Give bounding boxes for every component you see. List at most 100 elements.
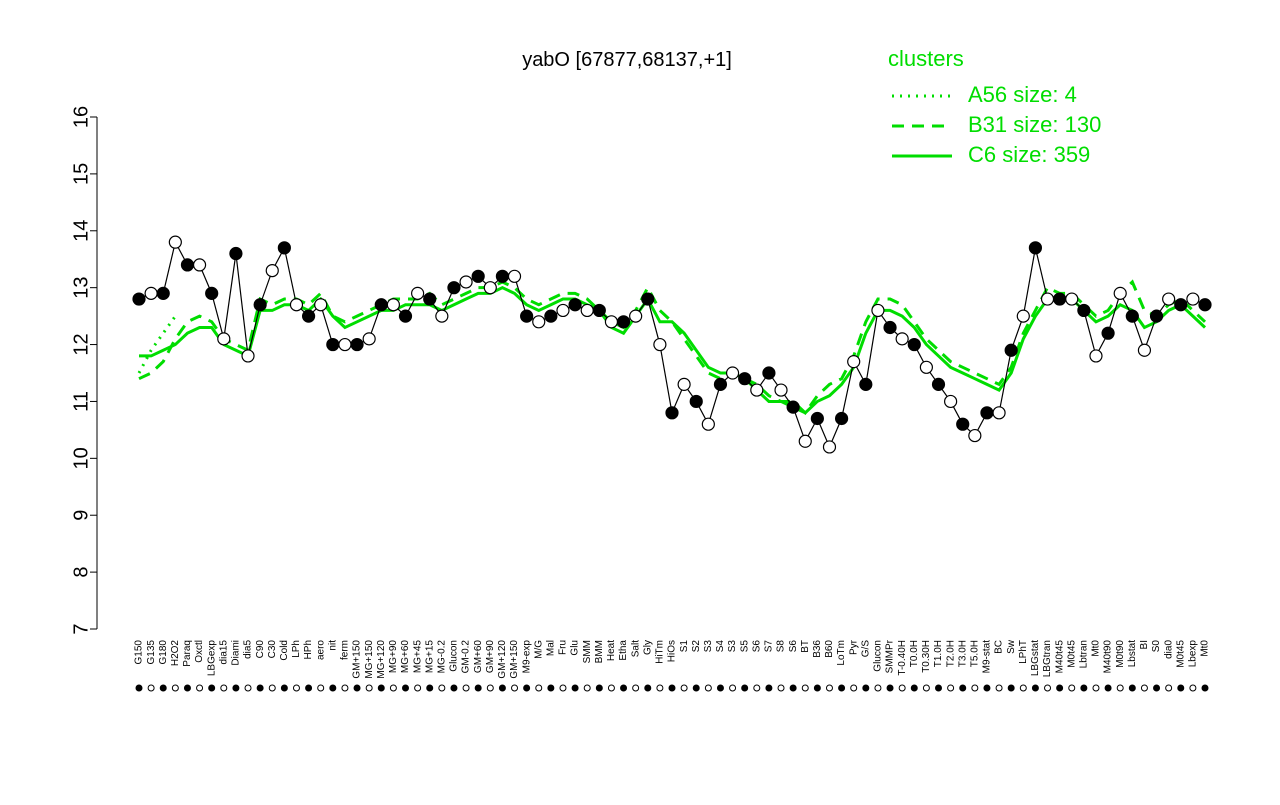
x-tick-label: LPh: [291, 640, 302, 658]
data-point: [168, 235, 182, 249]
legend-label: A56 size: 4: [968, 82, 1077, 107]
rug-point: [402, 684, 409, 692]
rug-point: [995, 684, 1003, 692]
rug-point: [232, 684, 240, 692]
y-tick-label: 7: [70, 623, 92, 634]
data-point: [265, 264, 279, 278]
data-point: [483, 281, 497, 295]
x-tick-label: GM-0.2: [461, 640, 472, 674]
x-tick-label: Glu: [570, 640, 581, 656]
x-tick-label: Mt0: [1200, 640, 1211, 657]
data-point: [871, 303, 885, 318]
y-tick-label: 14: [70, 220, 92, 242]
x-tick-label: SMMPr: [885, 639, 896, 673]
x-tick-label: LPhT: [1018, 640, 1029, 664]
y-tick-label: 15: [70, 163, 92, 185]
data-point: [241, 349, 255, 363]
rug-point: [414, 684, 422, 692]
rug-point: [498, 684, 506, 692]
x-tick-label: Oxctl: [194, 640, 205, 663]
x-tick-label: BI: [1139, 640, 1150, 649]
x-tick-label: G150: [134, 640, 145, 665]
x-tick-label: S2: [691, 640, 702, 653]
rug-point: [753, 684, 761, 692]
x-tick-label: S3: [727, 640, 738, 653]
x-tick-label: dia5: [243, 640, 254, 659]
rug-point: [692, 684, 700, 692]
x-tick-label: H2O2: [170, 640, 181, 667]
data-point: [1004, 343, 1018, 357]
rug-point: [159, 684, 167, 692]
data-point: [556, 303, 570, 318]
data-point: [1137, 343, 1152, 357]
rug-point: [680, 684, 688, 692]
data-point: [532, 315, 546, 329]
data-point: [205, 286, 219, 300]
x-tick-label: Sw: [1006, 639, 1017, 654]
data-point: [301, 309, 316, 323]
data-point: [411, 286, 425, 300]
x-tick-label: LBGtran: [1042, 640, 1053, 677]
rug-point: [450, 684, 458, 692]
legend-label: C6 size: 359: [968, 142, 1090, 167]
data-point: [944, 394, 958, 409]
data-point: [931, 377, 946, 391]
x-tick-label: G180: [158, 640, 169, 665]
data-point: [980, 406, 994, 420]
rug-point: [571, 684, 579, 692]
y-tick-label: 16: [70, 106, 92, 128]
data-point: [822, 440, 837, 454]
x-tick-label: LBGexp: [206, 640, 217, 677]
data-point: [544, 309, 558, 323]
x-tick-label: GM+60: [473, 640, 484, 674]
x-tick-label: LBGstat: [1030, 640, 1041, 676]
rug-point: [777, 684, 785, 692]
data-point: [289, 298, 304, 312]
rug-point: [801, 684, 809, 692]
rug-point: [147, 684, 155, 692]
rug-point: [1165, 684, 1173, 692]
rug-point: [595, 684, 603, 692]
rug-point: [898, 684, 906, 692]
x-tick-label: GM+150: [352, 640, 363, 679]
data-point: [1028, 241, 1043, 255]
rug-point: [789, 684, 797, 692]
rug-point: [377, 684, 385, 692]
data-point: [810, 411, 824, 426]
data-point: [386, 298, 400, 312]
data-point: [677, 377, 691, 391]
rug-point: [135, 684, 143, 692]
data-point: [616, 315, 631, 329]
data-point: [495, 269, 510, 283]
data-point: [750, 383, 764, 397]
data-point: [604, 315, 619, 329]
x-tick-label: BT: [800, 640, 811, 653]
rug-point: [220, 684, 228, 692]
x-tick-label: MG+120: [376, 640, 387, 679]
x-tick-label: T5.0H: [969, 640, 980, 667]
x-tick-label: dia15: [218, 640, 229, 665]
rug-point: [983, 684, 991, 692]
data-point: [1125, 309, 1139, 323]
data-point: [423, 292, 437, 306]
x-tick-label: T1.0H: [933, 640, 944, 667]
x-tick-label: Diami: [231, 640, 242, 666]
x-tick-label: S1: [679, 640, 690, 653]
x-tick-label: M40t45: [1054, 640, 1065, 674]
x-tick-label: T2.0H: [945, 640, 956, 667]
x-tick-label: ferm: [340, 640, 351, 660]
data-point: [713, 377, 728, 391]
x-tick-label: S3: [703, 640, 714, 653]
y-tick-label: 13: [70, 277, 92, 299]
x-tick-label: M40t90: [1103, 640, 1114, 674]
rug-point: [1007, 684, 1015, 692]
rug-point: [535, 684, 543, 692]
rug-point: [341, 684, 349, 692]
x-tick-label: HiTm: [655, 640, 666, 664]
x-tick-label: G/S: [860, 640, 871, 658]
x-tick-label: T-0.40H: [897, 640, 908, 676]
rug-point: [886, 684, 894, 692]
rug-point: [1153, 684, 1161, 692]
rug-point: [935, 684, 942, 692]
x-tick-label: MG+60: [400, 640, 411, 674]
